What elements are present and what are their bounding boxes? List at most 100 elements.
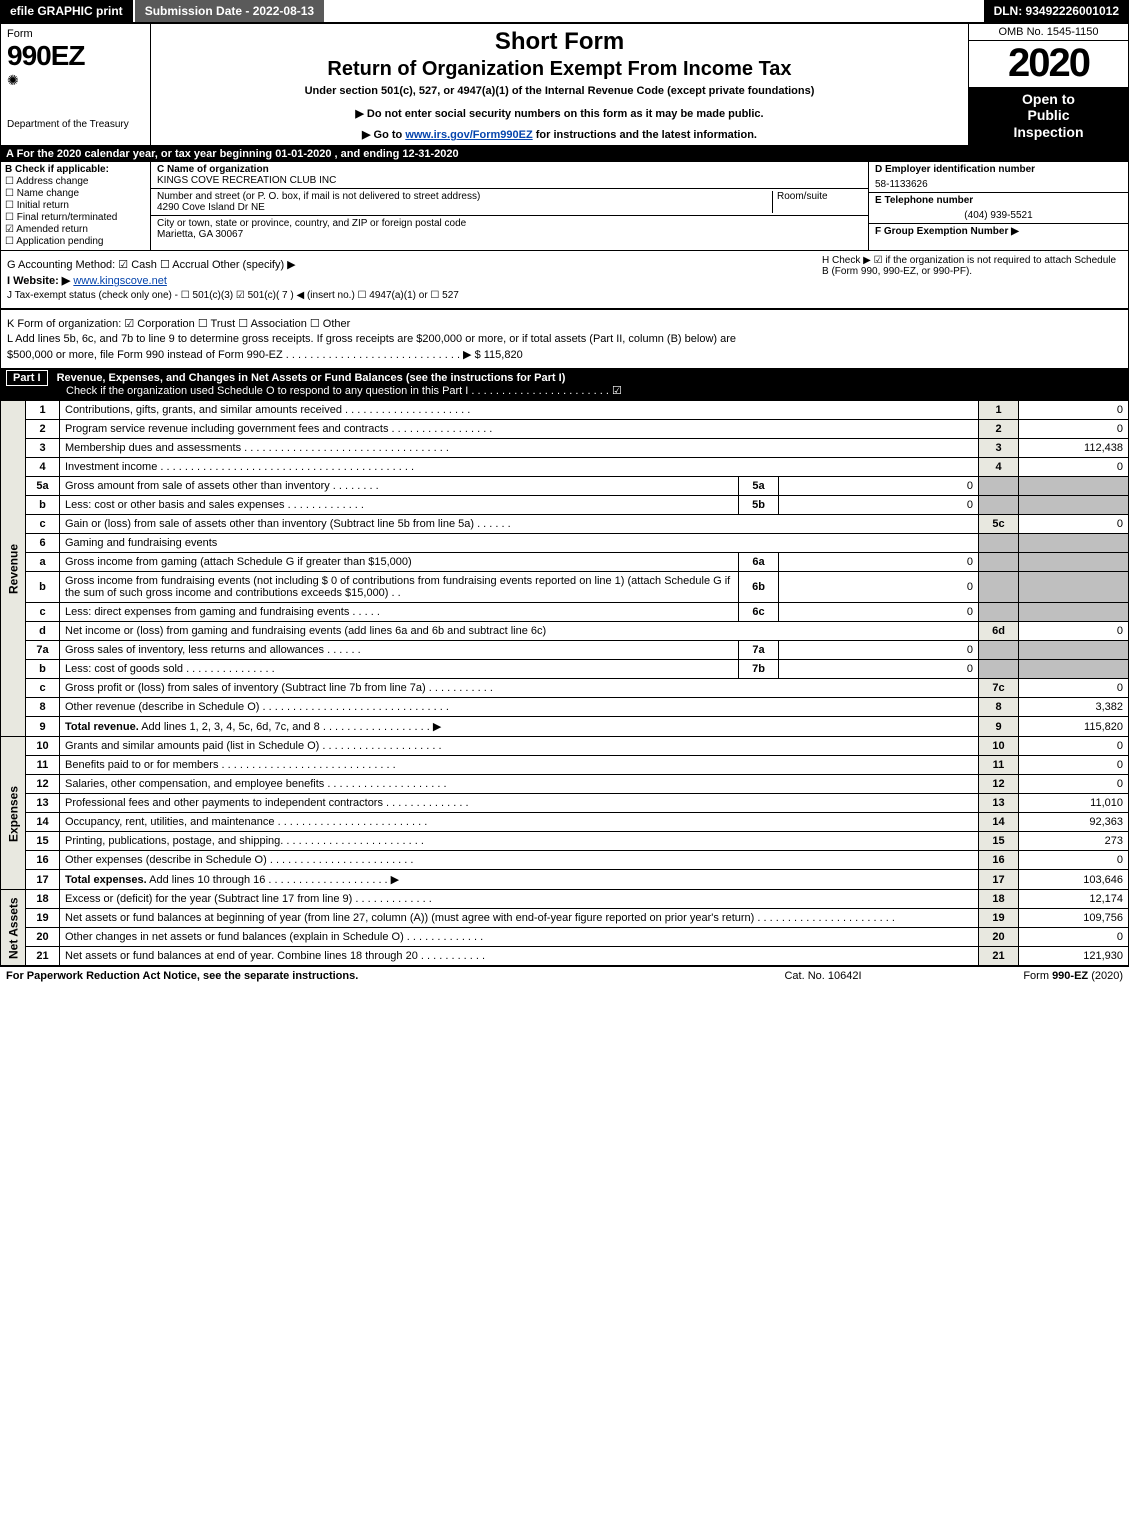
street-row: Number and street (or P. O. box, if mail… — [151, 189, 868, 216]
sub-line-number: 6b — [739, 572, 779, 603]
total-line-value: 0 — [1019, 420, 1129, 439]
sub-line-value: 0 — [779, 660, 979, 679]
total-line-value: 3,382 — [1019, 698, 1129, 717]
line-description: Benefits paid to or for members . . . . … — [60, 756, 979, 775]
org-name-row: C Name of organization KINGS COVE RECREA… — [151, 162, 868, 189]
total-line-value: 109,756 — [1019, 909, 1129, 928]
street-value: 4290 Cove Island Dr NE — [157, 202, 772, 213]
table-row: 21Net assets or fund balances at end of … — [1, 947, 1129, 966]
block-k-l: K Form of organization: ☑ Corporation ☐ … — [0, 309, 1129, 369]
total-line-number: 11 — [979, 756, 1019, 775]
sub-line-value: 0 — [779, 477, 979, 496]
table-row: aGross income from gaming (attach Schedu… — [1, 553, 1129, 572]
grey-cell — [979, 572, 1019, 603]
sub-line-number: 5a — [739, 477, 779, 496]
open-to-public: Open to Public Inspection — [969, 87, 1128, 145]
ein-label: D Employer identification number — [869, 162, 1128, 177]
sub-line-value: 0 — [779, 572, 979, 603]
line-number: b — [26, 660, 60, 679]
efile-print-button[interactable]: efile GRAPHIC print — [0, 0, 135, 22]
line-number: 6 — [26, 534, 60, 553]
total-line-number: 13 — [979, 794, 1019, 813]
grey-cell — [979, 477, 1019, 496]
total-line-number: 4 — [979, 458, 1019, 477]
line-h-schedule-b: H Check ▶ ☑ if the organization is not r… — [822, 255, 1122, 277]
do-not-enter-text: ▶ Do not enter social security numbers o… — [159, 107, 960, 120]
submission-date-button[interactable]: Submission Date - 2022-08-13 — [135, 0, 326, 22]
table-row: 20Other changes in net assets or fund ba… — [1, 928, 1129, 947]
grey-cell — [1019, 660, 1129, 679]
part-i-title: Revenue, Expenses, and Changes in Net As… — [57, 372, 566, 384]
line-description: Less: direct expenses from gaming and fu… — [60, 603, 739, 622]
table-row: Expenses10Grants and similar amounts pai… — [1, 737, 1129, 756]
part-i-header: Part I Revenue, Expenses, and Changes in… — [0, 369, 1129, 400]
line-description: Gross sales of inventory, less returns a… — [60, 641, 739, 660]
line-description: Total revenue. Add lines 1, 2, 3, 4, 5c,… — [60, 717, 979, 737]
line-number: 3 — [26, 439, 60, 458]
line-number: 20 — [26, 928, 60, 947]
column-def: D Employer identification number 58-1133… — [868, 162, 1128, 250]
line-description: Grants and similar amounts paid (list in… — [60, 737, 979, 756]
line-description: Less: cost or other basis and sales expe… — [60, 496, 739, 515]
open-line1: Open to — [1022, 91, 1075, 107]
column-c-org-info: C Name of organization KINGS COVE RECREA… — [151, 162, 868, 250]
line-description: Gross income from gaming (attach Schedul… — [60, 553, 739, 572]
line-number: 8 — [26, 698, 60, 717]
group-exemption-label: F Group Exemption Number ▶ — [869, 224, 1128, 239]
column-b-checkboxes: B Check if applicable: ☐ Address change … — [1, 162, 151, 250]
checkbox-amended-return[interactable]: ☑ Amended return — [5, 224, 146, 235]
line-number: 11 — [26, 756, 60, 775]
checkbox-name-change[interactable]: ☐ Name change — [5, 188, 146, 199]
table-row: 14Occupancy, rent, utilities, and mainte… — [1, 813, 1129, 832]
total-line-value: 12,174 — [1019, 890, 1129, 909]
total-line-number: 8 — [979, 698, 1019, 717]
table-row: bLess: cost or other basis and sales exp… — [1, 496, 1129, 515]
block-g-to-l: G Accounting Method: ☑ Cash ☐ Accrual Ot… — [0, 251, 1129, 309]
line-number: b — [26, 572, 60, 603]
table-row: 15Printing, publications, postage, and s… — [1, 832, 1129, 851]
part-i-tag: Part I — [6, 370, 48, 386]
line-number: c — [26, 603, 60, 622]
department-label: Department of the Treasury — [7, 119, 144, 130]
table-row: 11Benefits paid to or for members . . . … — [1, 756, 1129, 775]
checkbox-initial-return[interactable]: ☐ Initial return — [5, 200, 146, 211]
line-number: c — [26, 515, 60, 534]
street-label: Number and street (or P. O. box, if mail… — [157, 191, 772, 202]
line-description: Gain or (loss) from sale of assets other… — [60, 515, 979, 534]
total-line-value: 0 — [1019, 622, 1129, 641]
grey-cell — [979, 660, 1019, 679]
line-number: c — [26, 679, 60, 698]
line-number: 21 — [26, 947, 60, 966]
grey-cell — [1019, 534, 1129, 553]
table-row: 8Other revenue (describe in Schedule O) … — [1, 698, 1129, 717]
line-description: Other changes in net assets or fund bala… — [60, 928, 979, 947]
topbar-spacer — [326, 0, 983, 22]
line-number: 17 — [26, 870, 60, 890]
line-description: Gaming and fundraising events — [60, 534, 979, 553]
table-row: bGross income from fundraising events (n… — [1, 572, 1129, 603]
line-description: Other expenses (describe in Schedule O) … — [60, 851, 979, 870]
total-line-value: 121,930 — [1019, 947, 1129, 966]
section-vertical-label: Expenses — [1, 737, 26, 890]
table-row: 6Gaming and fundraising events — [1, 534, 1129, 553]
part-i-check: Check if the organization used Schedule … — [66, 384, 1123, 397]
checkbox-address-change[interactable]: ☐ Address change — [5, 176, 146, 187]
line-number: 16 — [26, 851, 60, 870]
open-line2: Public — [1027, 107, 1069, 123]
checkbox-final-return[interactable]: ☐ Final return/terminated — [5, 212, 146, 223]
footer-left: For Paperwork Reduction Act Notice, see … — [6, 970, 723, 982]
total-line-value: 0 — [1019, 928, 1129, 947]
table-row: 13Professional fees and other payments t… — [1, 794, 1129, 813]
total-line-value: 0 — [1019, 756, 1129, 775]
checkbox-application-pending[interactable]: ☐ Application pending — [5, 236, 146, 247]
page-footer: For Paperwork Reduction Act Notice, see … — [0, 966, 1129, 985]
total-line-value: 273 — [1019, 832, 1129, 851]
phone-label: E Telephone number — [869, 193, 1128, 208]
total-line-value: 92,363 — [1019, 813, 1129, 832]
table-row: 16Other expenses (describe in Schedule O… — [1, 851, 1129, 870]
irs-link[interactable]: www.irs.gov/Form990EZ — [405, 129, 532, 141]
website-link[interactable]: www.kingscove.net — [73, 275, 167, 287]
total-line-number: 3 — [979, 439, 1019, 458]
under-section-text: Under section 501(c), 527, or 4947(a)(1)… — [159, 85, 960, 97]
total-line-value: 0 — [1019, 679, 1129, 698]
